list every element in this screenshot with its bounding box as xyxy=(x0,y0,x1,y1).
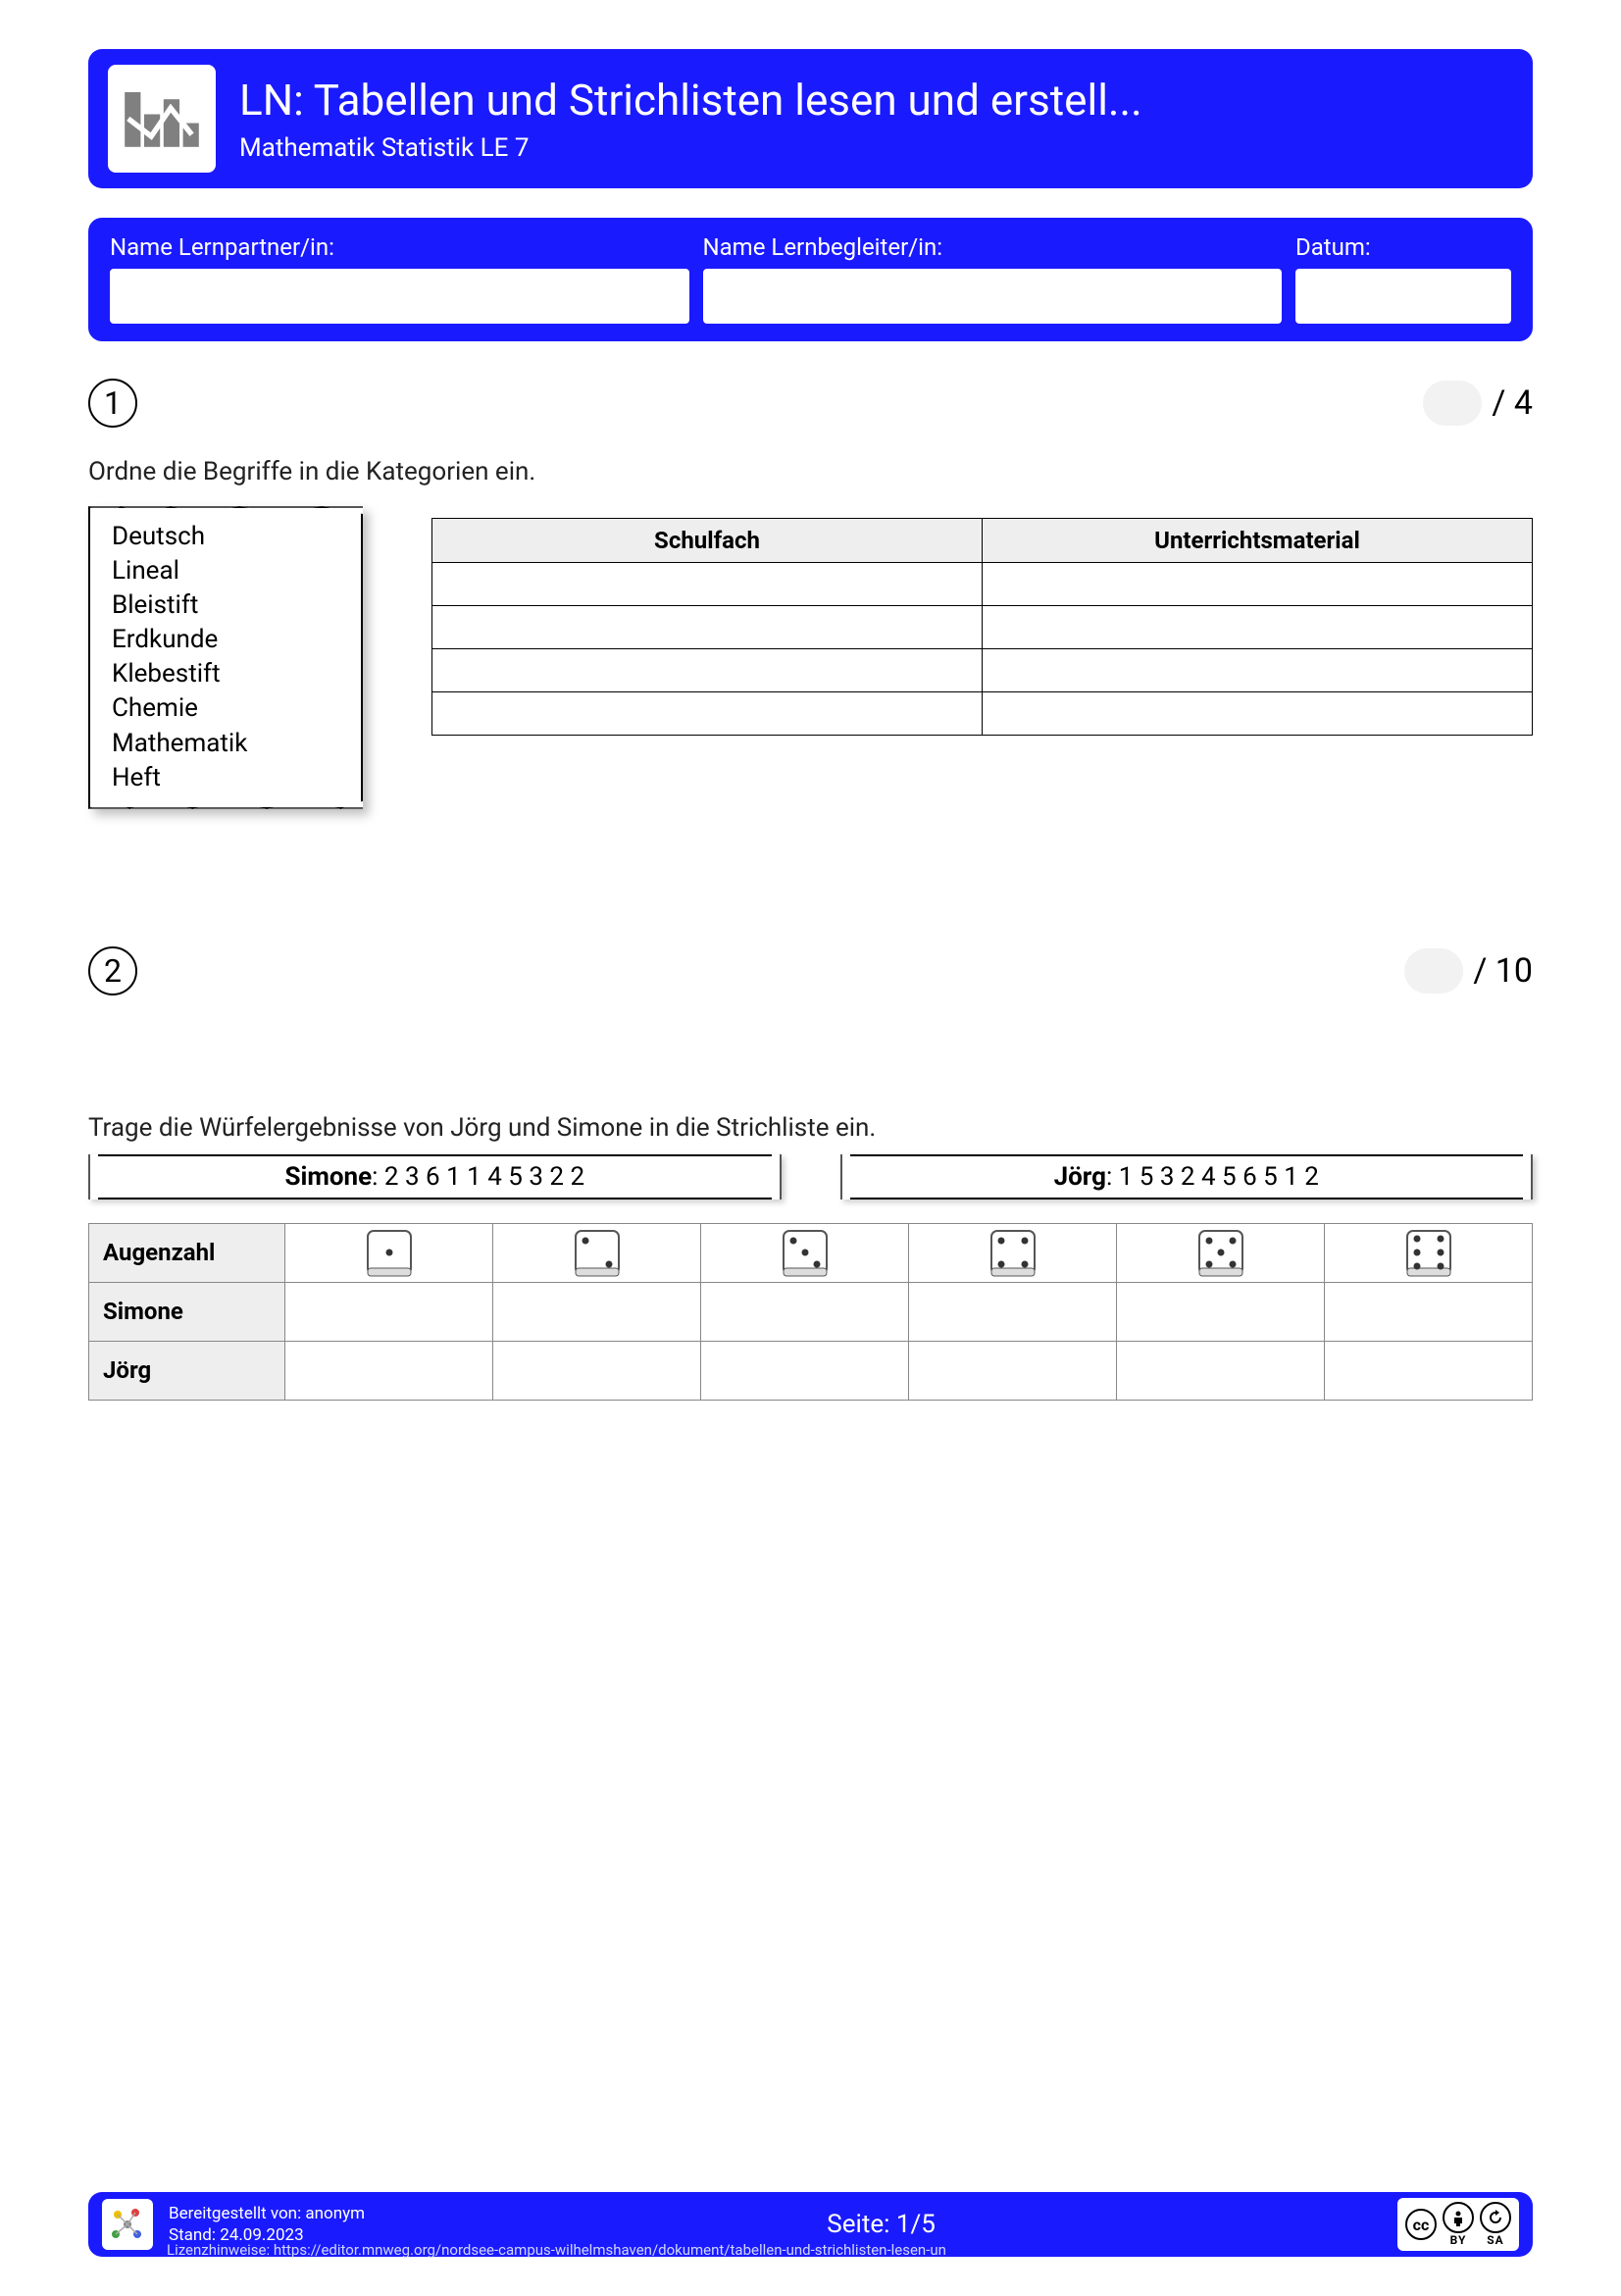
q1-cell[interactable] xyxy=(983,649,1533,692)
page-title: LN: Tabellen und Strichlisten lesen und … xyxy=(239,75,1142,126)
simone-strip: Simone: 2 3 6 1 1 4 5 3 2 2 xyxy=(88,1154,782,1199)
dice-face-4 xyxy=(909,1223,1117,1282)
q1-number: 1 xyxy=(88,379,137,428)
datum-input[interactable] xyxy=(1295,269,1511,324)
datum-label: Datum: xyxy=(1295,233,1511,261)
tally-cell[interactable] xyxy=(1325,1282,1533,1341)
footer-meta: Bereitgestellt von: anonym Stand: 24.09.… xyxy=(169,2203,365,2246)
dice-face-6 xyxy=(1325,1223,1533,1282)
tally-cell[interactable] xyxy=(701,1282,909,1341)
joerg-label: Jörg xyxy=(1054,1162,1106,1192)
footer-logo-icon xyxy=(102,2199,153,2250)
page-label: Seite: xyxy=(827,2210,889,2239)
question-1: 1 / 4 Ordne die Begriffe in die Kategori… xyxy=(88,379,1533,809)
page-subtitle: Mathematik Statistik LE 7 xyxy=(239,133,1142,163)
dice-face-1 xyxy=(285,1223,493,1282)
q1-cell[interactable] xyxy=(432,563,983,606)
word-item: Chemie xyxy=(112,691,339,726)
word-item: Heft xyxy=(112,761,339,795)
word-item: Lineal xyxy=(112,554,339,588)
tally-cell[interactable] xyxy=(701,1341,909,1400)
q1-instruction: Ordne die Begriffe in die Kategorien ein… xyxy=(88,457,1533,486)
q2-dice-table: AugenzahlSimoneJörg xyxy=(88,1223,1533,1401)
word-item: Bleistift xyxy=(112,588,339,623)
q1-col2-header: Unterrichtsmaterial xyxy=(983,519,1533,563)
q1-col1-header: Schulfach xyxy=(432,519,983,563)
q1-score: / 4 xyxy=(1423,381,1533,426)
tally-cell[interactable] xyxy=(285,1282,493,1341)
row-label: Simone xyxy=(89,1282,285,1341)
q1-cell[interactable] xyxy=(983,606,1533,649)
by-icon xyxy=(1443,2202,1474,2233)
q1-word-list: DeutschLinealBleistiftErdkundeKlebestift… xyxy=(88,506,363,809)
row-label: Jörg xyxy=(89,1341,285,1400)
word-item: Deutsch xyxy=(112,520,339,554)
cc-icon: cc xyxy=(1405,2209,1437,2240)
q2-max-score: / 10 xyxy=(1473,951,1533,991)
augenzahl-label: Augenzahl xyxy=(89,1223,285,1282)
q1-score-input[interactable] xyxy=(1423,381,1482,426)
header-banner: LN: Tabellen und Strichlisten lesen und … xyxy=(88,49,1533,188)
tally-cell[interactable] xyxy=(493,1282,701,1341)
joerg-values: 1 5 3 2 4 5 6 5 1 2 xyxy=(1119,1162,1319,1192)
q1-cell[interactable] xyxy=(432,606,983,649)
word-item: Mathematik xyxy=(112,727,339,761)
tally-cell[interactable] xyxy=(1325,1341,1533,1400)
tally-cell[interactable] xyxy=(1117,1282,1325,1341)
provided-by-label: Bereitgestellt von: xyxy=(169,2204,301,2223)
dice-face-5 xyxy=(1117,1223,1325,1282)
name-date-form: Name Lernpartner/in: Name Lernbegleiter/… xyxy=(88,218,1533,341)
q1-cell[interactable] xyxy=(983,563,1533,606)
tally-cell[interactable] xyxy=(909,1341,1117,1400)
begleiter-input[interactable] xyxy=(703,269,1283,324)
chart-icon xyxy=(108,65,216,173)
dice-face-2 xyxy=(493,1223,701,1282)
tally-cell[interactable] xyxy=(493,1341,701,1400)
q2-score: / 10 xyxy=(1404,948,1533,994)
sa-icon xyxy=(1480,2202,1511,2233)
sa-label: SA xyxy=(1480,2233,1511,2247)
license-url: Lizenzhinweise: https://editor.mnweg.org… xyxy=(167,2241,1415,2259)
tally-cell[interactable] xyxy=(909,1282,1117,1341)
word-item: Klebestift xyxy=(112,657,339,691)
word-item: Erdkunde xyxy=(112,623,339,657)
by-label: BY xyxy=(1443,2233,1474,2247)
q1-category-table: Schulfach Unterrichtsmaterial xyxy=(431,518,1533,736)
q1-max-score: / 4 xyxy=(1492,383,1533,423)
simone-label: Simone xyxy=(284,1162,372,1192)
joerg-strip: Jörg: 1 5 3 2 4 5 6 5 1 2 xyxy=(840,1154,1534,1199)
question-2: 2 / 10 Trage die Würfelergebnisse von Jö… xyxy=(88,946,1533,1401)
dice-face-3 xyxy=(701,1223,909,1282)
q1-cell[interactable] xyxy=(983,692,1533,736)
page-number: 1/5 xyxy=(896,2210,936,2239)
page-indicator: Seite: 1/5 xyxy=(380,2210,1382,2239)
simone-values: 2 3 6 1 1 4 5 3 2 2 xyxy=(384,1162,584,1192)
provided-by: anonym xyxy=(305,2204,365,2223)
tally-cell[interactable] xyxy=(1117,1341,1325,1400)
tally-cell[interactable] xyxy=(285,1341,493,1400)
cc-license-badge: cc BY SA xyxy=(1397,2198,1519,2251)
q2-instruction: Trage die Würfelergebnisse von Jörg und … xyxy=(88,1113,1533,1143)
partner-label: Name Lernpartner/in: xyxy=(110,233,689,261)
begleiter-label: Name Lernbegleiter/in: xyxy=(703,233,1283,261)
page-footer: Bereitgestellt von: anonym Stand: 24.09.… xyxy=(88,2192,1533,2257)
partner-input[interactable] xyxy=(110,269,689,324)
q2-score-input[interactable] xyxy=(1404,948,1463,994)
q2-number: 2 xyxy=(88,946,137,995)
q1-cell[interactable] xyxy=(432,692,983,736)
q1-cell[interactable] xyxy=(432,649,983,692)
